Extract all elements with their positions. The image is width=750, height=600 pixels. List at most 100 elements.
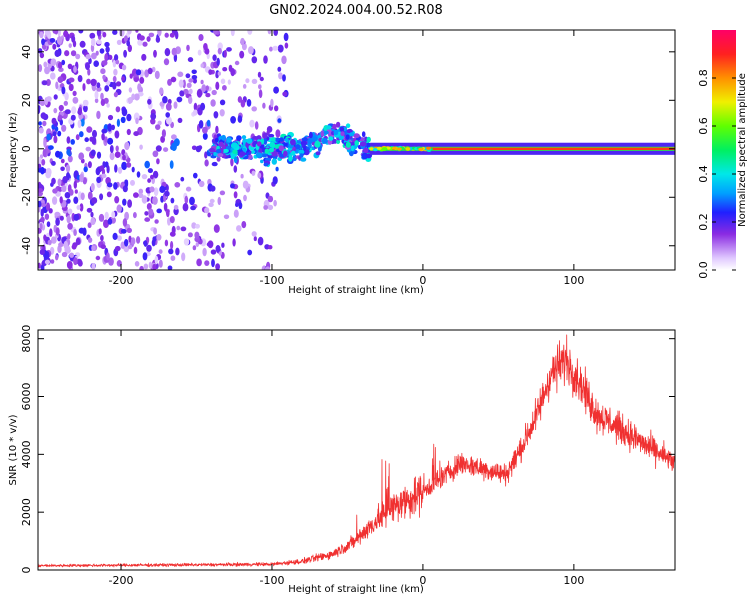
spectrogram-cell: [147, 168, 153, 174]
spectrogram-cell: [50, 58, 57, 66]
spectrogram-cell: [232, 238, 236, 247]
spectrogram-cell: [76, 258, 83, 265]
spectrogram-cell: [157, 30, 162, 37]
spectrogram-cell: [55, 227, 60, 236]
spectrogram-cell: [46, 96, 52, 102]
spectrogram-cell: [90, 78, 97, 87]
spectrogram-cell: [48, 145, 54, 151]
spectrogram-cell: [87, 222, 92, 229]
snr-xtick-label: -200: [109, 574, 134, 587]
spectrogram-cell: [99, 165, 105, 172]
spectrogram-cell: [213, 111, 219, 119]
spectrogram-cell: [69, 189, 74, 196]
spectrogram-cell: [114, 245, 121, 252]
spectrogram-cell: [50, 236, 57, 244]
spectrogram-cell: [44, 213, 50, 220]
spectrogram-cell: [251, 170, 256, 176]
spectrogram-cell: [230, 183, 235, 189]
spectrogram-cell: [120, 228, 127, 234]
spectrogram-cell: [40, 216, 45, 223]
spectrogram-cell: [124, 239, 129, 247]
spectrogram-cell: [120, 241, 126, 249]
spectrogram-cell: [109, 152, 115, 161]
spectrogram-cell: [273, 199, 277, 207]
spectrogram-cell: [87, 161, 92, 169]
spectrogram-cell: [79, 40, 86, 48]
spectrogram-cell: [77, 75, 83, 83]
spectrogram-cell: [227, 79, 231, 85]
spectrogram-cell: [66, 136, 71, 144]
spectrogram-cell: [121, 149, 126, 156]
spectrogram-cell: [176, 96, 183, 103]
spectrogram-cell: [91, 262, 96, 270]
spectrogram-cell: [111, 211, 116, 219]
spectrogram-cell: [133, 192, 139, 198]
spectrogram-cell: [138, 188, 144, 195]
spectrogram-cell: [155, 36, 161, 43]
spectrogram-cell: [147, 178, 152, 183]
spectrogram-cell: [126, 162, 132, 168]
spectrogram-cell: [290, 139, 296, 146]
spectrogram-cell: [218, 141, 224, 147]
spectrogram-cell: [57, 30, 61, 37]
spectrogram-cell: [233, 191, 238, 199]
spectrogram-cell: [300, 157, 307, 162]
spectrogram-cell: [152, 150, 159, 158]
spectrogram-cell: [54, 30, 59, 35]
spectrogram-cell: [167, 78, 172, 86]
spectrogram-cell: [79, 173, 84, 183]
spectrogram-cell: [216, 57, 220, 66]
spectrogram-cell: [115, 59, 120, 65]
spectrogram-cell: [146, 203, 152, 210]
spectrogram-cell: [127, 30, 132, 35]
spectrogram-cell: [141, 53, 147, 61]
spectrogram-cell: [202, 126, 208, 134]
spectrogram-cell: [78, 152, 85, 160]
spectrogram-cell: [146, 36, 151, 42]
colorbar-ticks: 0.0 0.2 0.4 0.6 0.8: [697, 69, 736, 279]
spectrogram-cell: [196, 258, 202, 267]
spectrogram-cell: [211, 258, 215, 268]
spectrogram-cell: [112, 81, 117, 90]
spectrogram-cell: [298, 149, 305, 155]
spectrogram-cell: [223, 214, 230, 220]
spectrogram-cell: [57, 178, 62, 187]
spectrogram-cell: [115, 106, 121, 113]
spectrogram-cell: [426, 146, 431, 150]
spectrogram-cell: [154, 255, 159, 265]
spectrogram-cell: [91, 197, 98, 204]
spectrogram-cell: [164, 190, 170, 197]
spectrogram-cell: [139, 144, 143, 150]
spectrogram-cell: [73, 65, 77, 73]
spectrogram-cell: [43, 61, 48, 68]
spectrogram-cell: [72, 90, 77, 97]
spectrogram-cell: [104, 41, 110, 48]
spectrogram-cell: [251, 56, 258, 64]
spectrogram-cell: [101, 60, 108, 66]
spectrogram-cell: [291, 150, 296, 156]
spectrogram-cell: [95, 50, 99, 56]
spectrogram-cell: [42, 120, 47, 127]
spectrogram-cell: [215, 81, 220, 91]
spectrogram-cell: [241, 135, 247, 140]
spectrogram-cell: [96, 82, 101, 89]
spectrogram-cell: [40, 202, 47, 208]
spectrogram-cell: [82, 177, 88, 185]
spectrogram-cell: [144, 217, 151, 222]
spectrogram-cell: [155, 145, 162, 152]
spectrogram-cell: [72, 40, 77, 48]
spectrogram-cell: [126, 113, 132, 122]
spectrogram-cell: [38, 127, 44, 134]
spectrogram-cell: [152, 170, 159, 179]
spectrogram-cell: [50, 72, 56, 80]
spectrogram-cell: [277, 66, 282, 72]
spectrogram-cell: [45, 79, 51, 86]
spectrogram-cell: [77, 119, 82, 129]
spectrogram-cell: [135, 117, 139, 125]
spectrogram-cell: [70, 50, 77, 57]
spectrogram-cell: [225, 146, 231, 150]
spectrogram-cell: [67, 208, 73, 215]
spectrogram-cell: [175, 31, 179, 40]
spectrogram-cell: [169, 216, 175, 224]
